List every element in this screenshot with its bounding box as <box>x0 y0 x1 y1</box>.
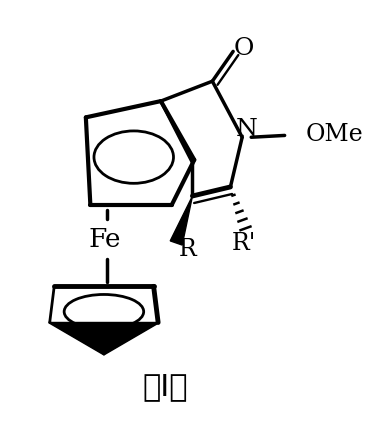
Text: O: O <box>234 37 254 60</box>
Text: R': R' <box>232 232 256 255</box>
Polygon shape <box>50 323 158 354</box>
Text: Fe: Fe <box>89 227 121 252</box>
Polygon shape <box>170 197 193 246</box>
Text: （I）: （I） <box>143 372 188 400</box>
Text: R: R <box>179 237 197 260</box>
Text: N: N <box>236 117 258 140</box>
Text: OMe: OMe <box>305 123 363 146</box>
